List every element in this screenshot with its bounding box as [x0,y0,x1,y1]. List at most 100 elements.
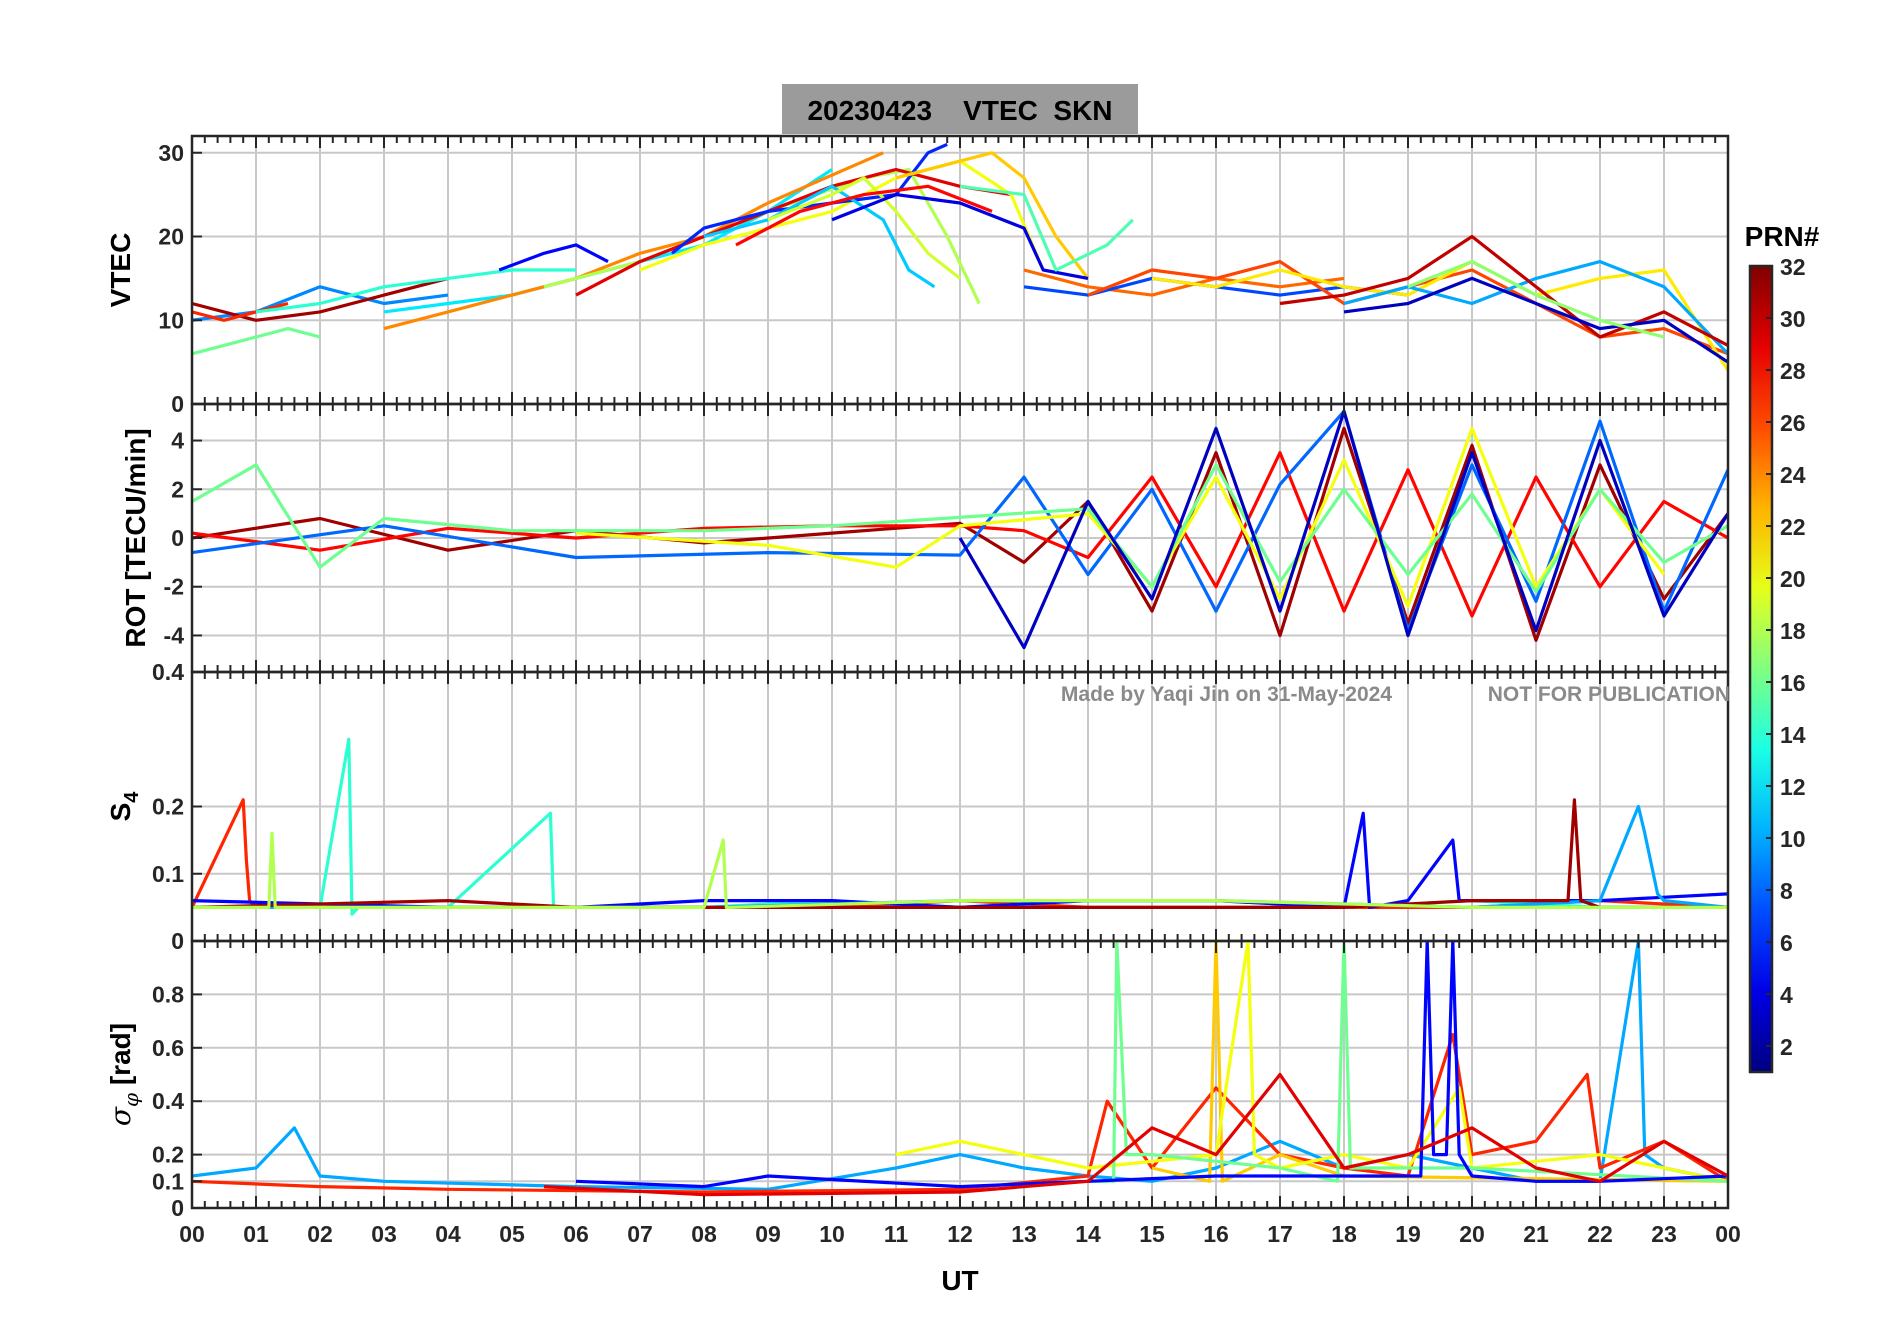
x-tick-label: 03 [371,1221,397,1247]
panel-rot: 4 2 0 -2 -4 ROT [TECU/min] [120,402,1730,674]
series-prn-20 [895,941,1728,1183]
series-prn-3 [1343,276,1728,364]
y-tick-label: 20 [158,224,184,250]
y-tick-label: 0.4 [152,1088,184,1114]
series-prn-5 [575,941,1728,1189]
series-group-vtec [192,142,1728,372]
series-group-s4 [192,737,1728,916]
colorbar-gradient [1748,264,1774,1074]
series-prn-15 [959,184,1134,272]
colorbar-tick-label: 10 [1780,826,1806,852]
colorbar-tick-label: 12 [1780,774,1806,800]
y-tick-label: 0.2 [152,1142,184,1168]
x-tick-label: 01 [243,1221,269,1247]
y-tick-label: 0 [171,928,184,954]
series-prn-24 [383,151,884,331]
watermark-author: Made by Yaqi Jin on 31-May-2024 [1061,683,1392,706]
y-tick-label: 10 [158,307,184,333]
colorbar-tick-label: 24 [1780,462,1806,488]
series-prn-17 [1407,260,1665,339]
x-axis-label: UT [941,1265,978,1296]
x-tick-label: 13 [1011,1221,1037,1247]
colorbar-tick-label: 16 [1780,670,1806,696]
colorbar-tick-label: 6 [1780,930,1793,956]
colorbar-tick-label: 30 [1780,306,1806,332]
y-tick-label: 2 [171,476,184,502]
figure-title: 20230423 VTEC SKN [782,84,1138,134]
x-tick-label: 21 [1523,1221,1549,1247]
x-tick-label: 11 [884,1221,909,1247]
colorbar-tick-label: 32 [1780,254,1806,280]
x-tick-label: 16 [1203,1221,1229,1247]
x-tick-label: 04 [435,1221,461,1247]
series-prn-28 [735,184,993,247]
x-tick-label: 02 [307,1221,333,1247]
y-tick-label: 0.1 [152,1168,184,1194]
series-prn-27 [192,301,289,322]
series-prn-31 [192,276,449,322]
x-tick-label: 20 [1459,1221,1485,1247]
x-tick-label: 12 [947,1221,973,1247]
y-tick-label: 0.8 [152,981,184,1007]
y-tick-label: -4 [164,622,185,648]
x-tick-label: 23 [1651,1221,1677,1247]
y-tick-label: 4 [171,428,184,454]
panel-vtec: 0 10 20 30 VTEC [105,134,1730,417]
series-prn-28 [192,451,1728,618]
y-tick-label: 0.1 [152,861,184,887]
x-tick-label: 05 [499,1221,525,1247]
series-group-sigma_phi [192,941,1728,1197]
x-tick-label: 10 [819,1221,845,1247]
series-prn-25 [1023,268,1345,297]
y-axis-label-sigma_phi: σφ [rad] [104,1023,143,1126]
series-prn-29 [575,167,1012,297]
x-tick-label: 08 [691,1221,717,1247]
series-prn-16 [1088,941,1728,1183]
colorbar-tick-label: 26 [1780,410,1806,436]
panel-sigma_phi: 00.10.2 0.4 0.6 0.8 σφ [rad] 00 01 02 03 04 05 06 07… [104,939,1741,1247]
colorbar-tick-label: 28 [1780,358,1806,384]
y-tick-label: 0 [171,525,184,551]
colorbar-tick-label: 8 [1780,878,1793,904]
series-prn-4 [831,193,1089,280]
y-axis-label-vtec: VTEC [105,233,136,308]
x-tick-label: 18 [1331,1221,1357,1247]
series-prn-11 [703,184,936,289]
x-tick-label: 14 [1075,1221,1101,1247]
x-tick-label: 06 [563,1221,589,1247]
series-group-rot [192,409,1728,650]
series-prn-8 [192,409,1728,633]
colorbar-tick-label: 18 [1780,618,1806,644]
y-tick-label: 30 [158,140,184,166]
colorbar-tick-label: 22 [1780,514,1806,540]
x-tick-label: 15 [1139,1221,1165,1247]
watermark-notice: NOT FOR PUBLICATION [1488,683,1730,706]
series-prn-16 [192,463,1728,594]
colorbar-tick-label: 2 [1780,1034,1793,1060]
x-tick-label: 19 [1395,1221,1421,1247]
series-prn-22 [895,151,1090,280]
series-prn-10 [192,941,1728,1191]
x-tick-label: 09 [755,1221,781,1247]
series-prn-5 [498,243,609,272]
series-prn-14 [255,268,576,314]
x-tick-label: 00 [1715,1221,1741,1247]
colorbar-tick-label: 4 [1780,982,1793,1008]
y-tick-label: 0 [171,391,184,417]
y-tick-label: 0.4 [152,659,184,685]
series-prn-30 [1279,234,1728,347]
series-prn-29 [543,1072,1728,1197]
y-axis-label-s4: S4 [105,791,143,822]
y-tick-label: 0.2 [152,794,184,820]
y-tick-label: 0.6 [152,1035,184,1061]
colorbar-tick-label: 20 [1780,566,1806,592]
series-prn-20 [575,426,1666,608]
series-prn-12 [383,168,833,314]
series-prn-18 [192,831,1728,909]
y-tick-label: -2 [164,574,184,600]
watermark: Made by Yaqi Jin on 31-May-2024 NOT FOR … [1061,683,1730,706]
grid-vtec [191,136,1729,405]
